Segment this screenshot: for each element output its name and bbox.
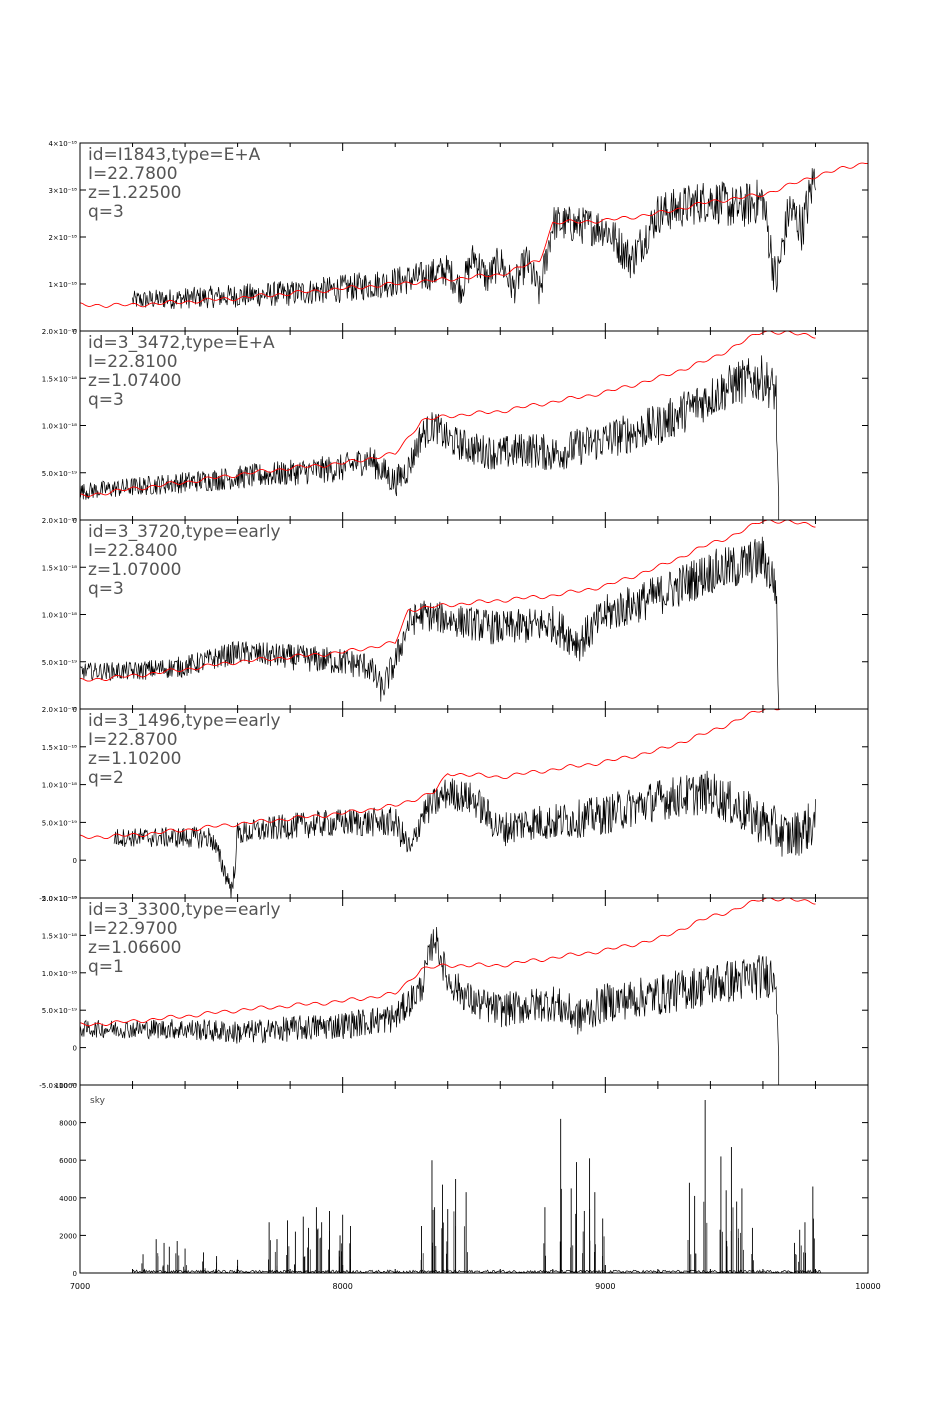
panel-annotation: I=22.8700	[88, 730, 178, 750]
panels-group: 0 1×10⁻¹⁸ 2×10⁻¹⁸ 3×10⁻¹⁸ 4×10⁻¹⁸ id=I1843,ty…	[39, 140, 880, 1291]
y-tick-label: 2.0×10⁻¹⁸	[42, 328, 77, 336]
y-tick-label: 2.0×10⁻¹⁸	[42, 895, 77, 903]
panel-annotation: z=1.10200	[88, 749, 181, 769]
observed-spectrum-line	[80, 536, 780, 709]
panel-annotation: z=1.22500	[88, 183, 181, 203]
y-tick-label: 1×10⁻¹⁸	[48, 281, 77, 289]
panel-5: -5.0×10⁻¹⁹ 0 5.0×10⁻¹⁹ 1.0×10⁻¹⁸ 1.5×10⁻¹⁸ 2.…	[39, 895, 869, 1090]
plot-area	[80, 520, 816, 709]
y-tick-label: 1.5×10⁻¹⁸	[42, 564, 77, 572]
panel-annotation: I=22.7800	[88, 164, 178, 184]
y-tick-label: -5.0×10⁻¹⁹	[39, 1082, 77, 1090]
y-tick-label: 2.0×10⁻¹⁸	[42, 706, 77, 714]
template-spectrum-line	[80, 898, 816, 1027]
y-tick-label: 0	[73, 706, 77, 714]
y-tick-label: 1.5×10⁻¹⁸	[42, 932, 77, 940]
observed-spectrum-line	[113, 770, 816, 898]
y-tick-label: 3×10⁻¹⁸	[48, 187, 77, 195]
plot-area	[80, 709, 816, 898]
panel-1: 0 1×10⁻¹⁸ 2×10⁻¹⁸ 3×10⁻¹⁸ 4×10⁻¹⁸ id=I1843,ty…	[48, 140, 869, 336]
plot-area	[80, 898, 816, 1085]
y-tick-label: 10000	[55, 1082, 77, 1090]
panel-annotation: q=3	[88, 579, 124, 599]
x-tick-label: 9000	[595, 1282, 615, 1291]
y-tick-label: 0	[73, 1270, 77, 1278]
panel-annotation: z=1.07400	[88, 371, 181, 391]
panel-annotation: I=22.8100	[88, 352, 178, 372]
observed-spectrum-line	[80, 355, 780, 520]
y-tick-label: 2.0×10⁻¹⁸	[42, 517, 77, 525]
y-tick-label: 6000	[59, 1157, 77, 1165]
y-tick-label: 5.0×10⁻¹⁹	[42, 1007, 77, 1015]
panel-annotation: z=1.06600	[88, 938, 181, 958]
panel-annotation: I=22.8400	[88, 541, 178, 561]
y-tick-label: -5.0×10⁻¹⁹	[39, 895, 77, 903]
panel-annotation: q=3	[88, 202, 124, 222]
y-tick-label: 1.0×10⁻¹⁸	[42, 782, 77, 790]
panel-annotation: I=22.9700	[88, 919, 178, 939]
y-tick-label: 2×10⁻¹⁸	[48, 234, 77, 242]
plot-area	[132, 1100, 822, 1273]
y-tick-label: 5.0×10⁻¹⁹	[42, 659, 77, 667]
plot-area	[80, 331, 816, 520]
panel-annotation: q=3	[88, 390, 124, 410]
y-tick-label: 0	[73, 857, 77, 865]
panel-2: 0 5.0×10⁻¹⁹ 1.0×10⁻¹⁸ 1.5×10⁻¹⁸ 2.0×10⁻¹⁸ id=…	[42, 328, 869, 525]
panel-annotation: id=3_3720,type=early	[88, 522, 281, 542]
panel-3: 0 5.0×10⁻¹⁹ 1.0×10⁻¹⁸ 1.5×10⁻¹⁸ 2.0×10⁻¹⁸ id=…	[42, 517, 869, 714]
y-tick-label: 4×10⁻¹⁸	[48, 140, 77, 148]
panel-annotation: id=3_1496,type=early	[88, 711, 281, 731]
y-tick-label: 0	[73, 517, 77, 525]
x-tick-label: 7000	[70, 1282, 90, 1291]
template-spectrum-line	[80, 331, 816, 497]
panel-annotation: sky	[90, 1096, 106, 1106]
observed-spectrum-line	[80, 926, 780, 1085]
y-tick-label: 1.5×10⁻¹⁸	[42, 744, 77, 752]
panel-annotation: id=3_3300,type=early	[88, 900, 281, 920]
y-tick-label: 2000	[59, 1232, 77, 1240]
template-spectrum-line	[80, 709, 782, 840]
y-tick-label: 5.0×10⁻¹⁹	[42, 470, 77, 478]
plot-area	[80, 162, 868, 310]
y-tick-label: 1.5×10⁻¹⁸	[42, 375, 77, 383]
panel-annotation: id=I1843,type=E+A	[88, 145, 261, 165]
sky-baseline	[132, 1269, 822, 1273]
panel-6: 0 2000 4000 6000 8000 10000 7000 8000 9000 10000 s…	[55, 1082, 881, 1291]
y-tick-label: 0	[73, 1045, 77, 1053]
template-spectrum-line	[80, 162, 868, 308]
panel-annotation: id=3_3472,type=E+A	[88, 333, 275, 353]
panel-annotation: z=1.07000	[88, 560, 181, 580]
y-tick-label: 5.0×10⁻¹⁹	[42, 819, 77, 827]
axes-frame	[79, 519, 869, 710]
observed-spectrum-line	[132, 168, 816, 310]
template-spectrum-line	[80, 520, 816, 682]
y-tick-label: 4000	[59, 1195, 77, 1203]
y-tick-label: 1.0×10⁻¹⁸	[42, 970, 77, 978]
axes-frame	[79, 1084, 869, 1274]
y-tick-label: 8000	[59, 1120, 77, 1128]
panel-annotation: q=1	[88, 957, 124, 977]
y-tick-label: 1.0×10⁻¹⁸	[42, 423, 77, 431]
y-tick-label: 1.0×10⁻¹⁸	[42, 612, 77, 620]
panel-annotation: q=2	[88, 768, 124, 788]
x-tick-label: 8000	[332, 1282, 352, 1291]
panel-4: -5.0×10⁻¹⁹ 0 5.0×10⁻¹⁹ 1.0×10⁻¹⁸ 1.5×10⁻¹⁸ 2.…	[39, 706, 869, 903]
x-tick-label: 10000	[855, 1282, 880, 1291]
axes-frame	[79, 330, 869, 521]
y-tick-label: 0	[73, 328, 77, 336]
